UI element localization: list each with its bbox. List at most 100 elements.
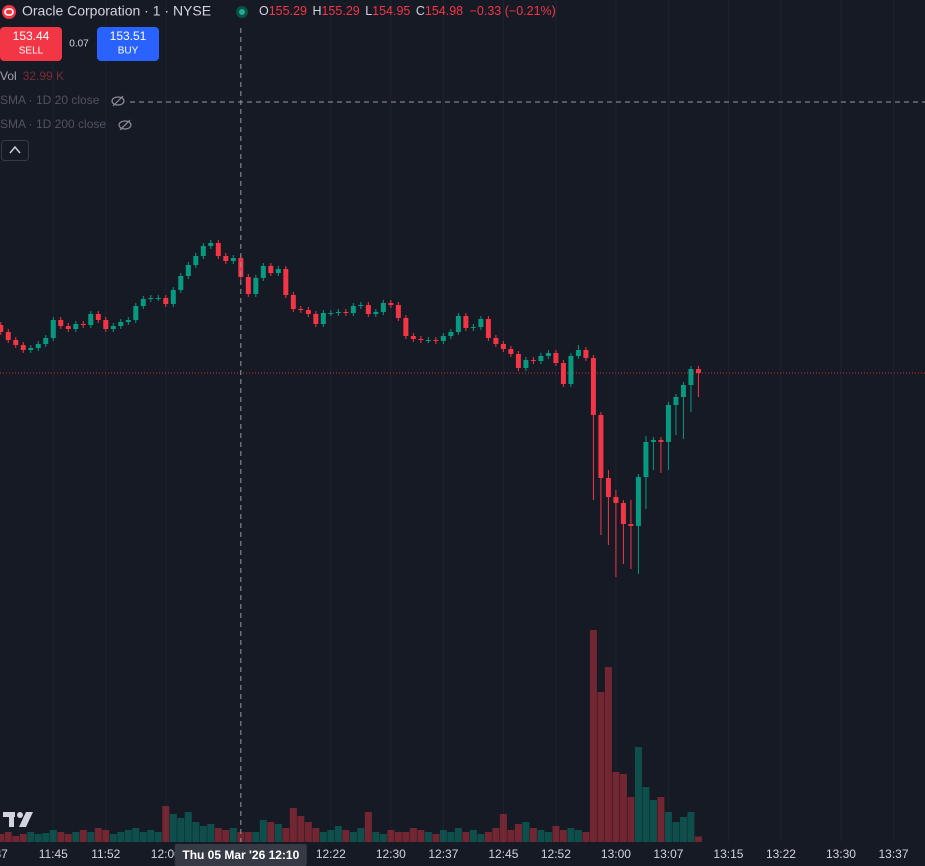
c-value: 154.98 [425, 4, 463, 18]
candle-body [313, 314, 319, 324]
volume-bar [229, 828, 237, 842]
tv-logo[interactable] [3, 812, 33, 827]
o-label: O [259, 4, 269, 18]
volume-bar [432, 834, 440, 842]
sma200-legend[interactable]: SMA · 1D 200 close [0, 117, 106, 131]
sma200-hidden-icon[interactable] [118, 119, 132, 131]
candle-body [455, 316, 461, 332]
volume-bar [387, 830, 395, 842]
candle-body [478, 319, 484, 327]
volume-bar [177, 818, 185, 842]
crosshair-label: Thu 05 Mar '26 12:10 [182, 848, 299, 862]
volume-bar [679, 817, 687, 842]
collapse-button[interactable] [1, 140, 29, 161]
sell-button[interactable] [0, 27, 62, 61]
volume-bar [282, 828, 290, 842]
volume-bar [529, 828, 537, 842]
volume-bar [64, 834, 72, 842]
grid [52, 0, 894, 842]
volume-bar [567, 828, 575, 842]
candle-body [253, 278, 259, 294]
candle-body [635, 477, 641, 526]
logo-mark [4, 8, 14, 16]
candle-body [230, 258, 236, 261]
volume-bar [259, 820, 267, 842]
candle-body [650, 440, 656, 442]
candle-body [358, 305, 364, 306]
candle-body [388, 303, 394, 305]
candle-body [155, 298, 161, 299]
candle-body [20, 345, 26, 350]
volume-bar [589, 630, 597, 842]
candle-body [43, 338, 49, 344]
ohlc: O155.29 H155.29 L154.95 C154.98 −0.33 (−… [259, 4, 556, 18]
volume-bar [522, 822, 530, 842]
volume-bar [477, 834, 485, 842]
buy-button[interactable] [97, 27, 159, 61]
candle-body [58, 320, 64, 326]
volume-bar [687, 812, 695, 842]
candle-body [515, 354, 521, 368]
volume-bar [154, 832, 162, 842]
volume-bar [537, 830, 545, 842]
candle-body [448, 332, 454, 336]
candle-body [568, 356, 574, 384]
volume-bar [552, 826, 560, 842]
market-status-dot [239, 9, 245, 15]
x-tick-label: 12:22 [316, 847, 346, 861]
volume-bar [462, 832, 470, 842]
candle-body [410, 336, 416, 339]
l-label: L [365, 4, 372, 18]
volume-bar [627, 797, 635, 842]
volume-bar [582, 832, 590, 842]
spread: 0.07 [69, 39, 89, 50]
h-label: H [312, 4, 321, 18]
candle-body [50, 320, 56, 338]
volume-bar [439, 830, 447, 842]
x-tick-label: 13:15 [713, 847, 743, 861]
vol-legend[interactable]: Vol 32.99 K [0, 69, 64, 83]
volume-bar [604, 667, 612, 842]
candle-body [275, 269, 281, 273]
candle-body [5, 332, 11, 340]
volume-bar [109, 834, 117, 842]
volume-bar [79, 830, 87, 842]
x-tick-label: 12:45 [488, 847, 518, 861]
candle-body [88, 314, 94, 325]
volume-bar [184, 812, 192, 842]
sma20-legend[interactable]: SMA · 1D 20 close [0, 93, 100, 107]
volume-bar [169, 814, 177, 842]
volume-bar [454, 828, 462, 842]
volume-bar [72, 832, 80, 842]
volume-bar [12, 836, 20, 842]
candle-body [373, 312, 379, 314]
volume-bar [334, 826, 342, 842]
candle-body [140, 299, 146, 306]
x-tick-label: 13:07 [653, 847, 683, 861]
volume-bar [657, 797, 665, 842]
candle-body [365, 305, 371, 314]
candle-body [13, 340, 19, 345]
candle-body [590, 358, 596, 415]
volume-bar [304, 822, 312, 842]
volume-layer [0, 630, 702, 842]
volume-bar [634, 747, 642, 842]
candle-body [538, 356, 544, 361]
x-tick-label: 12:37 [428, 847, 458, 861]
volume-bar [672, 822, 680, 842]
volume-bar [147, 830, 155, 842]
volume-bar [409, 828, 417, 842]
candle-body [658, 440, 664, 442]
sma20-hidden-icon[interactable] [111, 95, 125, 107]
candle-body [110, 326, 116, 329]
volume-bar [57, 832, 65, 842]
volume-bar [342, 830, 350, 842]
volume-bar [597, 692, 605, 842]
volume-bar [514, 824, 522, 842]
candle-body [118, 322, 124, 326]
volume-bar [312, 828, 320, 842]
candle-body [508, 349, 514, 354]
symbol-title[interactable]: Oracle Corporation · 1 · NYSE [22, 3, 211, 19]
change: −0.33 (−0.21%) [470, 4, 556, 18]
volume-bar [349, 832, 357, 842]
